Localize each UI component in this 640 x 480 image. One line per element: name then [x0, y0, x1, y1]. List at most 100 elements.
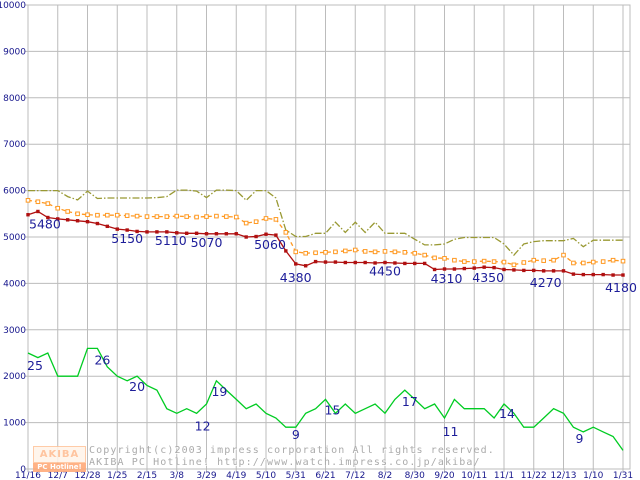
lowest-price-line-marker: [175, 231, 179, 235]
average-price-line-marker: [412, 250, 418, 256]
lowest-price-line-marker: [551, 269, 556, 273]
x-tick-label: 12/13: [551, 471, 577, 480]
x-tick-label: 5/10: [256, 471, 276, 480]
x-tick-label: 12/28: [75, 471, 101, 480]
average-price-line-marker: [501, 259, 507, 265]
y-tick-label: 10000: [0, 1, 26, 11]
price-value-label: 4310: [431, 271, 463, 286]
shop-count-label: 14: [499, 406, 515, 421]
shop-count-label: 25: [27, 358, 43, 373]
lowest-price-line-marker: [303, 264, 308, 268]
average-price-line-marker: [124, 213, 130, 218]
average-price-line-marker: [581, 260, 586, 266]
x-tick-label: 7/12: [345, 471, 365, 480]
lowest-price-line-marker: [442, 267, 447, 271]
x-tick-label: 11/22: [521, 471, 547, 480]
shop-count-label: 9: [292, 427, 300, 442]
shop-count-label: 26: [94, 352, 110, 367]
x-tick-label: 12/7: [48, 471, 68, 480]
x-tick-label: 11/1: [494, 471, 514, 480]
average-price-line-marker: [471, 259, 477, 264]
average-price-line-marker: [134, 213, 140, 219]
shop-count-label: 12: [195, 418, 211, 433]
lowest-price-line-marker: [343, 260, 348, 265]
lowest-price-line-marker: [145, 230, 149, 234]
lowest-price-line-marker: [65, 218, 70, 222]
x-tick-label: 3/8: [170, 471, 185, 480]
lowest-price-line-marker: [234, 232, 238, 236]
lowest-price-line-marker: [333, 260, 338, 264]
y-tick-label: 4000: [3, 279, 26, 289]
average-price-line-marker: [174, 213, 180, 219]
lowest-price-line-marker: [26, 213, 30, 217]
average-price-line-marker: [481, 258, 487, 264]
lowest-price-line-marker: [135, 229, 139, 234]
lowest-price-line-marker: [522, 268, 526, 273]
pc-hotline-logo-text: PC Hotline!: [33, 463, 86, 472]
average-price-line-marker: [521, 260, 527, 265]
lowest-price-line-marker: [393, 261, 397, 265]
average-price-line-marker: [233, 214, 239, 220]
lowest-price-line-marker: [601, 272, 605, 277]
lowest-price-line-marker: [512, 268, 516, 272]
shop-count-label: 20: [129, 379, 145, 394]
lowest-price-line-marker: [472, 266, 476, 270]
average-price-line-marker: [372, 249, 378, 255]
average-price-line-marker: [561, 252, 566, 258]
y-tick-label: 3000: [3, 326, 26, 336]
average-price-line-marker: [25, 198, 31, 203]
average-price-line-marker: [392, 249, 398, 255]
lowest-price-line-marker: [56, 217, 60, 221]
lowest-price-line-marker: [452, 267, 457, 271]
lowest-price-line-marker: [363, 260, 367, 265]
lowest-price-line-marker: [184, 231, 189, 235]
average-price-line-marker: [531, 257, 537, 263]
lowest-price-line-marker: [155, 230, 159, 234]
shop-count-label: 17: [402, 394, 418, 409]
shop-count-label: 19: [211, 384, 227, 399]
price-value-label: 5070: [191, 235, 223, 250]
shop-count-label: 11: [443, 424, 459, 439]
akiba-pc-hotline-logo: AKIBA PC Hotline!: [33, 446, 86, 472]
shop-count-label: 15: [325, 402, 341, 417]
x-tick-label: 2/15: [137, 471, 157, 480]
lowest-price-line-marker: [284, 249, 288, 253]
lowest-price-line-marker: [313, 259, 318, 264]
lowest-price-line-marker: [383, 260, 387, 265]
average-price-line-marker: [154, 214, 160, 219]
shop-count-label: 9: [575, 431, 583, 446]
price-value-label: 5060: [254, 237, 286, 252]
y-tick-label: 8000: [3, 94, 26, 104]
average-price-line-marker: [243, 220, 249, 226]
average-price-line-marker: [293, 249, 299, 255]
average-price-line-marker: [313, 250, 318, 256]
average-price-line-marker: [491, 259, 497, 264]
y-tick-label: 1000: [3, 419, 26, 429]
average-price-line-marker: [432, 255, 437, 261]
y-tick-label: 2000: [3, 372, 26, 382]
average-price-line-marker: [65, 209, 70, 214]
price-value-label: 5110: [155, 233, 187, 248]
x-tick-label: 8/30: [405, 471, 425, 480]
average-price-line-marker: [571, 260, 576, 266]
average-price-line-marker: [75, 211, 80, 217]
average-price-line-marker: [184, 214, 189, 219]
x-tick-label: 1/10: [583, 471, 603, 480]
average-price-line-marker: [303, 250, 308, 256]
average-price-line-marker: [194, 214, 199, 220]
average-price-line-marker: [541, 258, 546, 263]
lowest-price-line-marker: [224, 232, 229, 236]
price-value-label: 4380: [280, 270, 312, 285]
average-price-line-marker: [105, 212, 110, 218]
lowest-price-line-marker: [462, 266, 467, 271]
lowest-price-line-marker: [95, 221, 100, 226]
x-tick-label: 10/11: [461, 471, 487, 480]
highest-price-line: [28, 189, 623, 257]
average-price-line-marker: [452, 257, 457, 263]
average-price-line-marker: [600, 259, 606, 264]
lowest-price-line-marker: [294, 262, 298, 266]
average-price-line-marker: [610, 257, 616, 263]
lowest-price-line-marker: [591, 272, 595, 277]
price-value-label: 4450: [369, 264, 401, 279]
